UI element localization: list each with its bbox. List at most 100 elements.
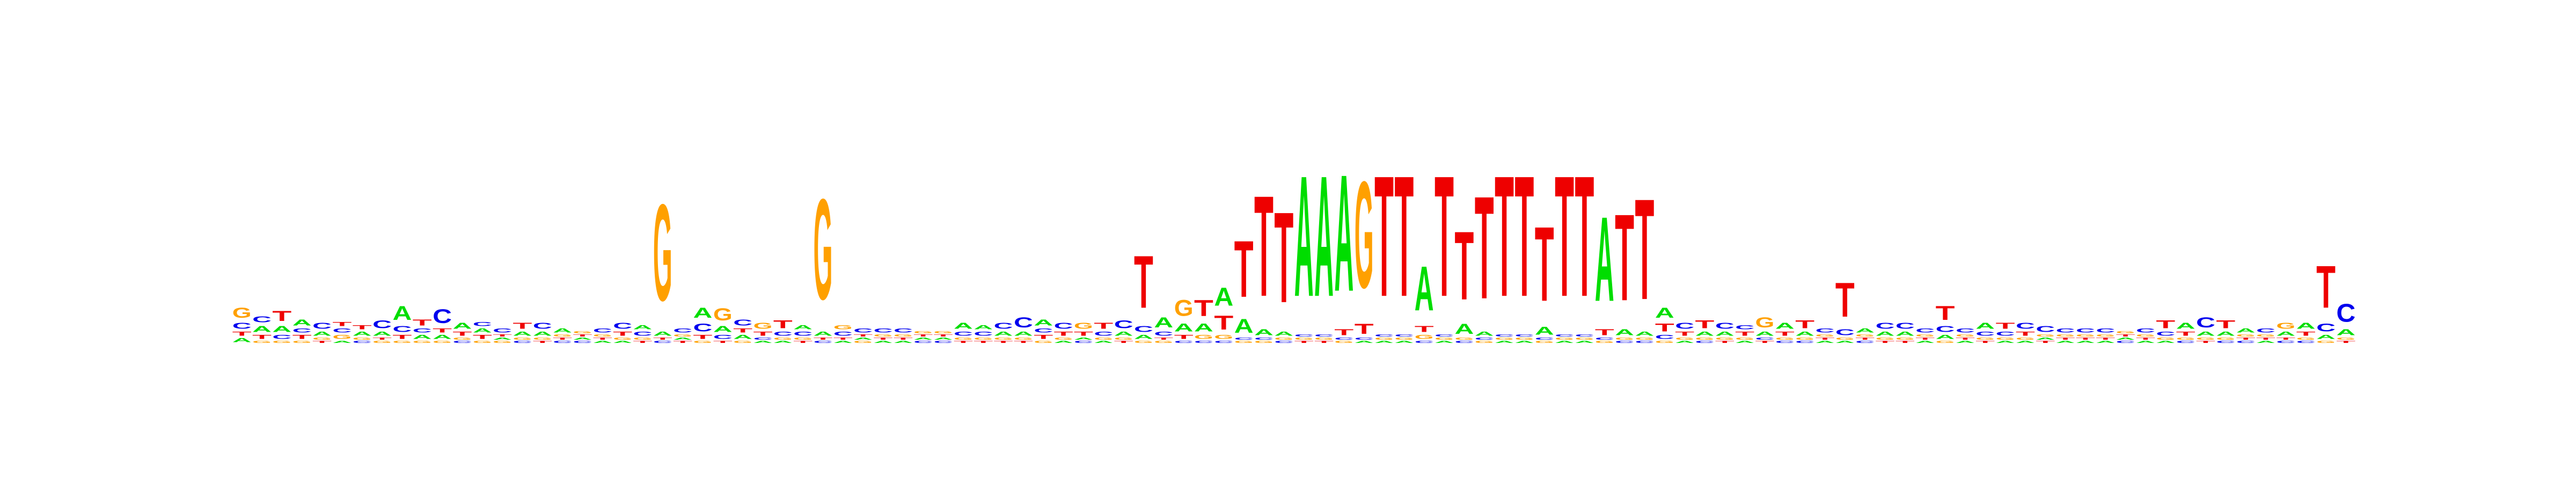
logo-letter-c: C	[1454, 340, 1474, 343]
logo-letter-g: G	[1194, 334, 1213, 340]
logo-letter-a: A	[693, 305, 713, 321]
logo-letter-g: G	[2276, 321, 2295, 331]
logo-letter-g: G	[1114, 337, 1133, 340]
logo-letter-t: T	[2016, 331, 2035, 337]
logo-letter-g: G	[853, 340, 873, 343]
logo-letter-c: C	[1134, 324, 1153, 334]
logo-letter-t: T	[1835, 273, 1855, 327]
logo-letter-a: A	[913, 337, 933, 340]
logo-letter-g: G	[553, 334, 572, 337]
logo-letter-g: G	[593, 334, 612, 337]
logo-letter-t: T	[372, 337, 392, 340]
logo-letter-t: T	[633, 340, 653, 343]
logo-letter-t: T	[2276, 337, 2295, 340]
logo-letter-t: T	[613, 331, 632, 337]
logo-letter-c: C	[913, 340, 933, 343]
logo-letter-a: A	[2276, 331, 2295, 337]
logo-letter-t: T	[1415, 324, 1434, 334]
logo-letter-c: C	[1915, 327, 1935, 334]
logo-letter-c: C	[1715, 321, 1735, 331]
logo-letter-a: A	[533, 331, 552, 337]
logo-letter-g: G	[653, 176, 672, 330]
logo-letter-t: T	[874, 337, 893, 340]
logo-letter-a: A	[1695, 331, 1715, 337]
logo-letter-c: C	[1194, 340, 1213, 343]
logo-letter-g: G	[332, 334, 352, 340]
logo-letter-c: C	[2216, 340, 2235, 343]
logo-letter-a: A	[773, 340, 793, 343]
logo-letter-t: T	[1475, 165, 1494, 330]
logo-letter-a: A	[1675, 340, 1694, 343]
logo-letter-a: A	[312, 331, 332, 337]
logo-letter-a: A	[1635, 331, 1655, 337]
logo-letter-c: C	[1334, 337, 1353, 340]
logo-letter-a: A	[1475, 331, 1494, 337]
logo-letter-g: G	[874, 334, 893, 337]
logo-letter-g: G	[1174, 296, 1194, 321]
logo-letter-c: C	[1956, 327, 1975, 334]
logo-letter-c: C	[1435, 334, 1454, 337]
logo-letter-a: A	[1775, 321, 1795, 331]
logo-letter-c: C	[1775, 340, 1795, 343]
logo-letter-a: A	[513, 331, 532, 337]
logo-letter-a: A	[1495, 340, 1514, 343]
logo-letter-c: C	[2256, 327, 2275, 334]
logo-letter-c: C	[1314, 334, 1334, 337]
logo-letter-a: A	[1294, 140, 1314, 333]
logo-letter-g: G	[2256, 334, 2275, 337]
logo-letter-g: G	[1374, 337, 1394, 340]
logo-letter-g: G	[1956, 334, 1975, 337]
logo-letter-t: T	[2096, 337, 2115, 340]
logo-letter-g: G	[1715, 337, 1735, 340]
logo-letter-t: T	[1134, 240, 1153, 324]
logo-letter-g: G	[1495, 337, 1514, 340]
logo-letter-a: A	[753, 340, 773, 343]
logo-letter-t: T	[1514, 140, 1534, 333]
logo-letter-c: C	[2096, 327, 2115, 334]
logo-letter-a: A	[713, 324, 733, 334]
logo-letter-c: C	[1755, 337, 1775, 340]
logo-letter-a: A	[252, 324, 272, 334]
logo-letter-g: G	[673, 334, 692, 337]
logo-letter-g: G	[2076, 334, 2095, 337]
logo-letter-a: A	[653, 331, 672, 337]
logo-letter-g: G	[2156, 337, 2175, 340]
logo-letter-g: G	[1214, 334, 1233, 340]
logo-letter-c: C	[1655, 334, 1674, 340]
logo-letter-t: T	[1816, 337, 1835, 340]
logo-letter-g: G	[974, 337, 993, 340]
logo-letter-t: T	[1795, 318, 1814, 331]
logo-letter-g: G	[693, 340, 713, 343]
logo-letter-g: G	[2136, 334, 2155, 337]
logo-letter-t: T	[1715, 340, 1735, 343]
logo-letter-t: T	[353, 324, 372, 331]
logo-letter-t: T	[1114, 340, 1133, 343]
logo-letter-t: T	[814, 337, 833, 340]
logo-letter-t: T	[713, 340, 733, 343]
logo-letter-c: C	[793, 331, 813, 337]
logo-letter-a: A	[1234, 315, 1254, 338]
logo-letter-c: C	[1034, 327, 1053, 334]
logo-letter-g: G	[1855, 334, 1875, 337]
logo-letter-a: A	[793, 324, 813, 331]
logo-letter-a: A	[1555, 340, 1574, 343]
logo-letter-a: A	[1374, 340, 1394, 343]
logo-letter-t: T	[1675, 331, 1694, 337]
logo-letter-g: G	[1014, 337, 1033, 340]
